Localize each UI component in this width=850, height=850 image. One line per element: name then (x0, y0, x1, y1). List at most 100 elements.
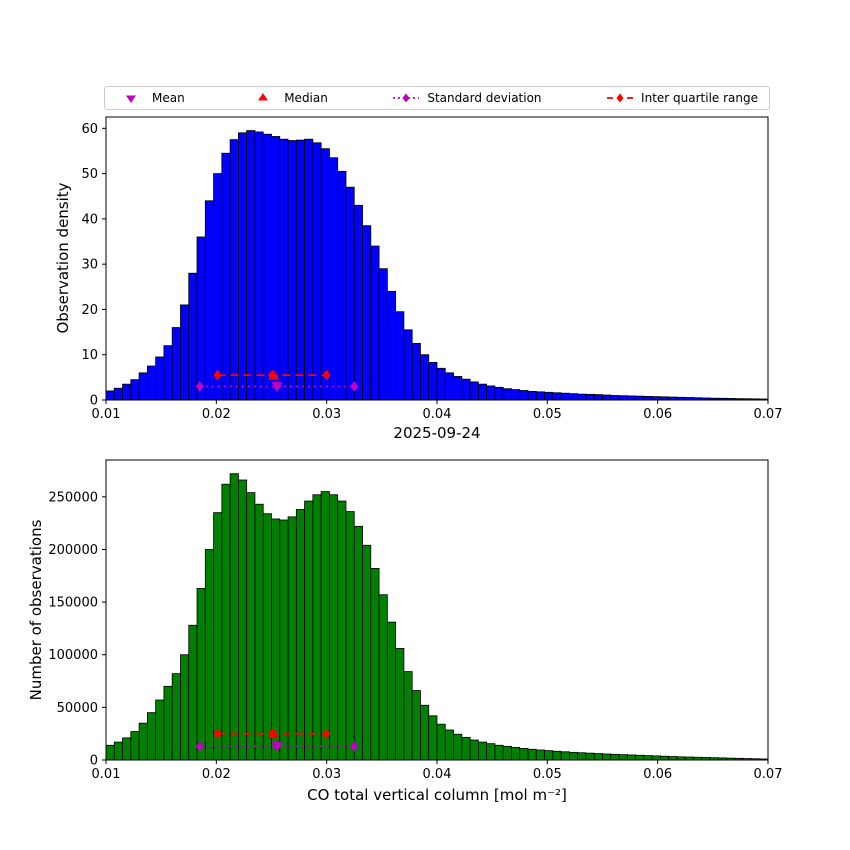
histogram-bar (362, 544, 372, 761)
x-tick-label: 0.06 (643, 407, 672, 422)
histogram-bar (105, 744, 115, 761)
histogram-bar (602, 753, 612, 761)
y-tick-label: 50000 (57, 701, 98, 716)
diamond-marker-icon (350, 381, 359, 392)
histogram-bar (502, 745, 512, 761)
histogram-bar (138, 722, 148, 761)
legend-item-iqr: Inter quartile range (605, 91, 758, 105)
histogram-bar (279, 138, 289, 401)
histogram-bar (527, 748, 537, 761)
histogram-bottom (105, 473, 769, 761)
diamond-icon (616, 93, 624, 103)
histogram-bar (312, 494, 322, 761)
histogram-bar (643, 755, 653, 761)
histogram-bar (403, 671, 413, 761)
histogram-bar (411, 342, 421, 401)
histogram-bar (213, 512, 223, 761)
histogram-bar (345, 511, 355, 761)
histogram-bar (635, 395, 645, 401)
x-tick-label: 0.02 (202, 407, 231, 422)
histogram-bar (262, 513, 272, 761)
histogram-bar (643, 395, 653, 401)
histogram-bar (304, 138, 314, 401)
histogram-bar (279, 519, 289, 761)
x-tick-label: 0.03 (312, 407, 341, 422)
y-tick-label: 0 (90, 754, 98, 769)
histogram-bar (494, 744, 504, 761)
y-tick-label: 10 (81, 348, 98, 363)
diamond-marker-icon (195, 381, 204, 392)
legend: Mean Median Standard deviation Inter qua… (104, 86, 770, 110)
median-triangle-up-icon (258, 93, 269, 101)
histogram-bar (180, 654, 190, 761)
diamond-marker-icon (322, 728, 331, 740)
histogram-bar (320, 148, 330, 401)
histogram-bar (395, 648, 405, 761)
y-tick-label: 40 (81, 212, 98, 227)
diamond-icon (402, 93, 410, 103)
histogram-bar (378, 594, 388, 761)
histogram-bar (511, 389, 521, 401)
mean-triangle-down-icon (126, 95, 136, 103)
histogram-bar (569, 751, 579, 761)
legend-item-median: Median (248, 91, 328, 105)
ylabel-number-of-observations: Number of observations (27, 519, 45, 701)
histogram-bar (486, 743, 496, 761)
y-tick-label: 250000 (48, 490, 98, 505)
histogram-bar (577, 752, 587, 761)
histogram-bar (420, 354, 430, 401)
histogram-bar (544, 750, 554, 761)
histogram-bar (213, 173, 223, 401)
histogram-bar (204, 200, 214, 401)
histogram-bar (188, 272, 198, 401)
histogram-bar (378, 268, 388, 401)
histogram-bar (395, 311, 405, 401)
histogram-bar (171, 673, 181, 761)
histogram-bar (122, 737, 132, 761)
histogram-bar (386, 290, 397, 401)
iqr-diamond-dashed-icon (607, 93, 634, 103)
histogram-bar (428, 715, 438, 761)
histogram-bar (312, 142, 322, 401)
std-diamond-dotted-icon (393, 93, 420, 103)
histogram-bar (668, 756, 678, 761)
histogram-bar (362, 225, 372, 401)
histogram-bar (618, 395, 628, 401)
histogram-top (105, 130, 769, 401)
histogram-bar (370, 245, 380, 401)
histogram-bar (610, 395, 620, 401)
median-marker-icon (268, 728, 280, 739)
histogram-bar (651, 396, 661, 401)
histogram-bar (204, 549, 214, 761)
histogram-bar (237, 479, 248, 761)
histogram-bar (511, 746, 521, 761)
histogram-bar (519, 390, 529, 401)
histogram-bar (329, 157, 339, 401)
diamond-marker-icon (350, 740, 359, 752)
histogram-bar (246, 492, 256, 761)
histogram-bar (196, 236, 206, 401)
histogram-bar (229, 139, 239, 401)
histogram-bar (254, 503, 264, 761)
histogram-bar (535, 749, 545, 761)
x-tick-label: 0.02 (202, 767, 231, 782)
histogram-bar (229, 473, 239, 761)
histogram-bar (569, 393, 579, 401)
histogram-bar (444, 729, 454, 761)
histogram-bar (353, 204, 363, 401)
histogram-bar (420, 704, 430, 761)
mean-marker-icon (271, 741, 283, 752)
y-tick-label: 0 (90, 394, 98, 409)
histogram-bar (560, 392, 570, 401)
histogram-bar (519, 748, 529, 761)
histogram-bar (444, 372, 454, 401)
x-tick-label: 0.06 (643, 767, 672, 782)
histogram-bar (304, 500, 314, 761)
histogram-bar (271, 518, 281, 761)
histogram-bar (287, 516, 297, 761)
histogram-bar (171, 327, 181, 401)
histogram-bar (237, 132, 248, 401)
legend-label-mean: Mean (152, 91, 185, 105)
histogram-bar (477, 741, 488, 761)
histogram-bar (461, 736, 471, 761)
